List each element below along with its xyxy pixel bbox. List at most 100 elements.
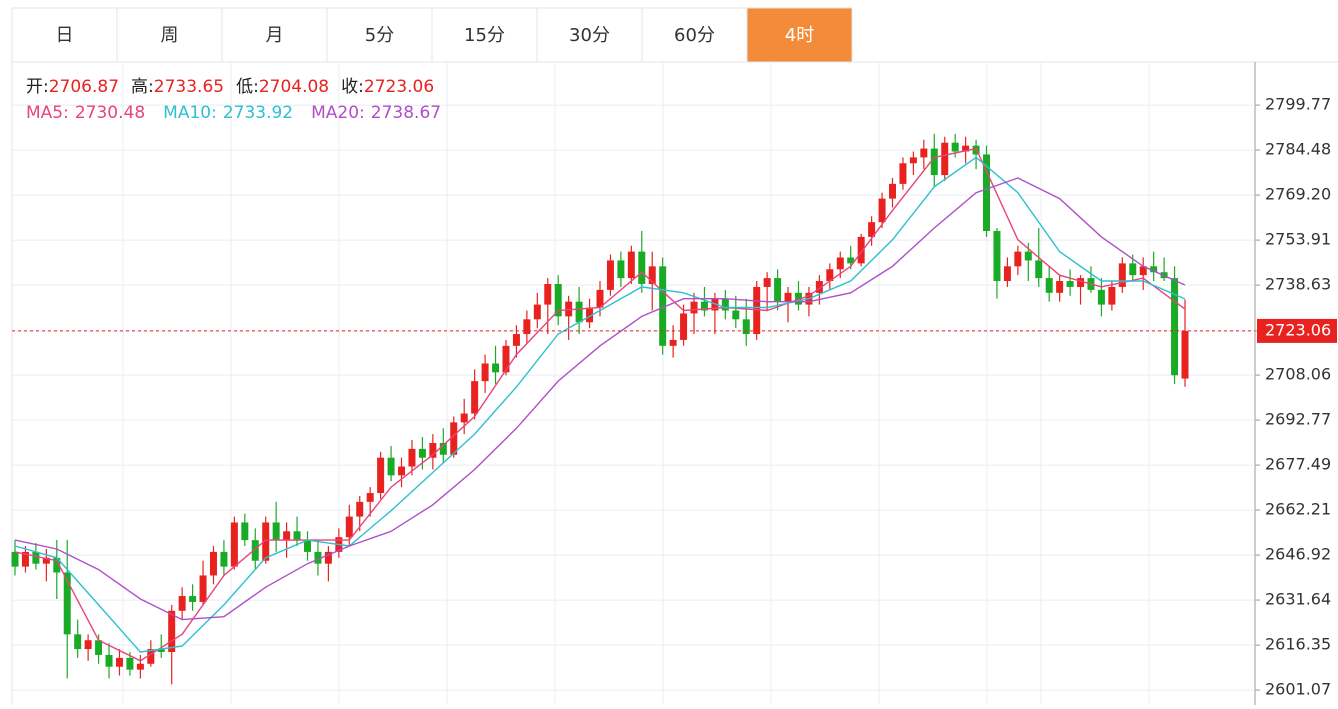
candle-body [11,551,19,567]
y-tick-label: 2631.64 [1265,590,1331,609]
tab[interactable] [116,7,223,63]
ohlc-value: 2733.65 [154,77,224,97]
candle-body [1024,251,1032,261]
ohlc-label: 收: [341,77,364,97]
candle-body [868,222,876,237]
candle-body [627,251,635,279]
candle-body [753,286,761,335]
candle-body [366,493,374,502]
candle-body [1035,260,1043,279]
candle-body [408,448,416,467]
candle-body [53,557,61,573]
candle-body [669,339,677,346]
tab-label[interactable]: 4时 [785,25,814,46]
candle-body [1097,289,1105,305]
ma-legend-label: MA5: [26,103,69,123]
candle-body [502,345,510,373]
candle-body [209,551,217,576]
candle-body [899,163,907,184]
tab-label[interactable]: 15分 [464,25,505,46]
v-grid [122,62,1150,705]
candle-body [659,266,667,346]
candle-body [815,281,823,293]
y-tick-label: 2601.07 [1265,680,1331,699]
candle-body [168,610,176,653]
candle-body [157,649,165,653]
tab-label[interactable]: 30分 [569,25,610,46]
y-tick-label: 2799.77 [1265,95,1331,114]
candle-body [596,289,604,308]
ohlc-value: 2723.06 [364,77,434,97]
candle-body [784,292,792,302]
candle-body [105,654,113,667]
candle-body [32,551,40,564]
candle-body [1139,266,1147,276]
candle-body [147,649,155,664]
candle-body [920,148,928,158]
candle-body [1077,278,1085,287]
tab-label[interactable]: 5分 [365,25,394,46]
candle-body [178,596,186,611]
candle-body [1171,278,1179,376]
candle-body [63,572,71,635]
tab[interactable] [11,7,118,63]
candle-body [690,301,698,314]
candle-body [941,142,949,176]
candle-body [889,183,896,199]
candle-body [1129,263,1137,276]
candle-body [251,540,259,561]
candle-body [377,457,385,494]
y-tick-label: 2784.48 [1265,140,1331,159]
tab-label[interactable]: 周 [161,25,179,46]
candle-body [74,634,82,650]
candle-body [1056,281,1064,293]
tab-label[interactable]: 日 [56,25,74,46]
candle-body [220,551,228,567]
candle-body [1108,286,1116,305]
candle-body [199,575,207,602]
tab[interactable] [221,7,328,63]
candle-body [42,557,50,564]
ohlc-label: 低: [236,77,259,97]
tab-label[interactable]: 60分 [674,25,715,46]
candle-body [136,663,144,670]
candle-body [847,257,855,264]
ma-legend-value: 2733.92 [223,103,293,123]
tab-label[interactable]: 月 [266,25,284,46]
candle-body [700,301,708,311]
candle-body [95,640,103,655]
candle-body [324,551,332,564]
tab[interactable] [641,7,748,63]
ma-line [14,147,1186,662]
y-tick-label: 2753.91 [1265,230,1331,249]
candle-body [878,198,886,223]
candle-body [763,278,771,287]
ma-line [14,177,1186,621]
candle-body [492,363,500,373]
candle-body [1003,266,1011,282]
candle-body [230,522,238,567]
tab[interactable] [536,7,643,63]
candle-body [648,266,656,284]
candle-body [680,313,688,340]
candle-body [930,148,938,176]
candle-body [1014,251,1022,267]
tab[interactable] [746,7,853,63]
y-tick-label: 2662.21 [1265,500,1331,519]
candle-body [794,292,802,305]
current-price-label: 2723.06 [1265,320,1331,339]
candle-body [586,307,594,323]
candle-body [544,283,552,305]
candle-body [304,540,311,552]
candle-body [512,334,520,346]
candle-body [951,142,959,152]
ohlc-label: 高: [131,77,154,97]
candle-body [575,301,583,323]
y-tick-label: 2708.06 [1265,365,1331,384]
candle-body [115,657,123,667]
candle-body [460,413,468,423]
candle-body [711,298,719,311]
candle-body [262,522,270,561]
candle-body [345,516,353,538]
